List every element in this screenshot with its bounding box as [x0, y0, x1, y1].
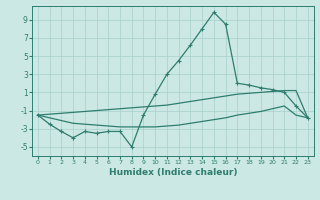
X-axis label: Humidex (Indice chaleur): Humidex (Indice chaleur)	[108, 168, 237, 177]
